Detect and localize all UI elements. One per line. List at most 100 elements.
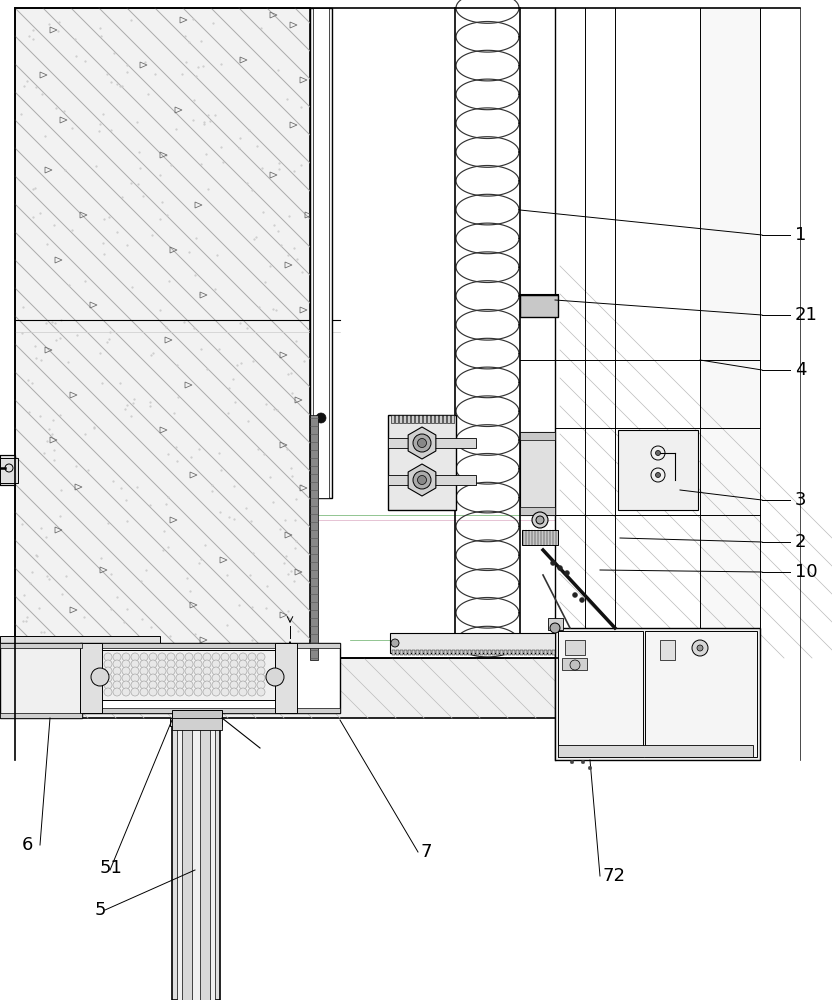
Bar bbox=[100, 650, 275, 700]
Bar bbox=[0, 658, 560, 718]
Circle shape bbox=[104, 660, 112, 668]
Circle shape bbox=[149, 660, 157, 668]
Bar bbox=[412, 650, 415, 655]
Circle shape bbox=[257, 653, 265, 661]
Text: 10: 10 bbox=[795, 563, 818, 581]
Bar bbox=[443, 415, 446, 423]
Bar bbox=[528, 650, 531, 655]
Bar bbox=[423, 415, 426, 423]
Bar bbox=[419, 415, 422, 423]
Circle shape bbox=[536, 516, 544, 524]
Bar bbox=[508, 650, 511, 655]
Bar bbox=[427, 415, 430, 423]
Bar bbox=[455, 8, 520, 650]
Bar bbox=[451, 415, 454, 423]
Bar bbox=[555, 628, 760, 760]
Bar bbox=[0, 455, 15, 485]
Circle shape bbox=[418, 438, 427, 448]
Bar bbox=[172, 720, 220, 1000]
Circle shape bbox=[122, 681, 130, 689]
Circle shape bbox=[158, 660, 166, 668]
Circle shape bbox=[167, 688, 175, 696]
Bar bbox=[472, 650, 475, 655]
Circle shape bbox=[239, 681, 247, 689]
Bar bbox=[456, 650, 459, 655]
Bar bbox=[488, 650, 491, 655]
Circle shape bbox=[113, 653, 121, 661]
Bar bbox=[170, 718, 222, 726]
Circle shape bbox=[239, 653, 247, 661]
Bar bbox=[512, 650, 515, 655]
Circle shape bbox=[149, 681, 157, 689]
Circle shape bbox=[212, 674, 220, 682]
Circle shape bbox=[391, 639, 399, 647]
Circle shape bbox=[221, 667, 229, 675]
Bar bbox=[532, 650, 535, 655]
Bar bbox=[468, 650, 471, 655]
Text: 6: 6 bbox=[22, 836, 33, 854]
Circle shape bbox=[203, 660, 211, 668]
Bar bbox=[520, 432, 555, 440]
Circle shape bbox=[266, 668, 284, 686]
Bar bbox=[540, 650, 543, 655]
Bar bbox=[15, 8, 310, 660]
Circle shape bbox=[239, 660, 247, 668]
Circle shape bbox=[122, 688, 130, 696]
Circle shape bbox=[212, 667, 220, 675]
Circle shape bbox=[656, 473, 661, 478]
Circle shape bbox=[104, 681, 112, 689]
Bar bbox=[516, 650, 519, 655]
Circle shape bbox=[149, 653, 157, 661]
Circle shape bbox=[413, 471, 431, 489]
Circle shape bbox=[230, 681, 238, 689]
Polygon shape bbox=[409, 427, 436, 459]
Circle shape bbox=[167, 667, 175, 675]
Circle shape bbox=[104, 667, 112, 675]
Circle shape bbox=[257, 688, 265, 696]
Circle shape bbox=[580, 597, 585, 602]
Bar bbox=[182, 725, 192, 1000]
Bar bbox=[464, 650, 467, 655]
Bar bbox=[80, 643, 340, 713]
Bar bbox=[399, 415, 402, 423]
Circle shape bbox=[122, 653, 130, 661]
Circle shape bbox=[221, 688, 229, 696]
Circle shape bbox=[257, 667, 265, 675]
Bar bbox=[618, 430, 698, 510]
Bar bbox=[520, 650, 523, 655]
Text: 21: 21 bbox=[795, 306, 818, 324]
Bar bbox=[407, 415, 410, 423]
Bar bbox=[391, 415, 394, 423]
Circle shape bbox=[176, 681, 184, 689]
Bar bbox=[172, 710, 222, 722]
Bar bbox=[522, 530, 558, 545]
Circle shape bbox=[167, 653, 175, 661]
Bar bbox=[432, 650, 435, 655]
Circle shape bbox=[557, 566, 562, 570]
Bar bbox=[0, 643, 82, 648]
Circle shape bbox=[140, 653, 148, 661]
Text: 7: 7 bbox=[420, 843, 432, 861]
Circle shape bbox=[570, 760, 574, 764]
Circle shape bbox=[212, 660, 220, 668]
Bar bbox=[504, 650, 507, 655]
Circle shape bbox=[230, 667, 238, 675]
Circle shape bbox=[140, 688, 148, 696]
Circle shape bbox=[140, 660, 148, 668]
Circle shape bbox=[113, 681, 121, 689]
Bar bbox=[552, 650, 555, 655]
Bar bbox=[444, 650, 447, 655]
Bar bbox=[80, 643, 340, 648]
Circle shape bbox=[104, 688, 112, 696]
Bar bbox=[565, 640, 585, 655]
Circle shape bbox=[248, 688, 256, 696]
Bar bbox=[500, 650, 503, 655]
Circle shape bbox=[194, 653, 202, 661]
Circle shape bbox=[140, 667, 148, 675]
Circle shape bbox=[131, 674, 139, 682]
Circle shape bbox=[140, 674, 148, 682]
Circle shape bbox=[413, 434, 431, 452]
Circle shape bbox=[185, 660, 193, 668]
Bar bbox=[313, 8, 329, 498]
Circle shape bbox=[656, 450, 661, 456]
